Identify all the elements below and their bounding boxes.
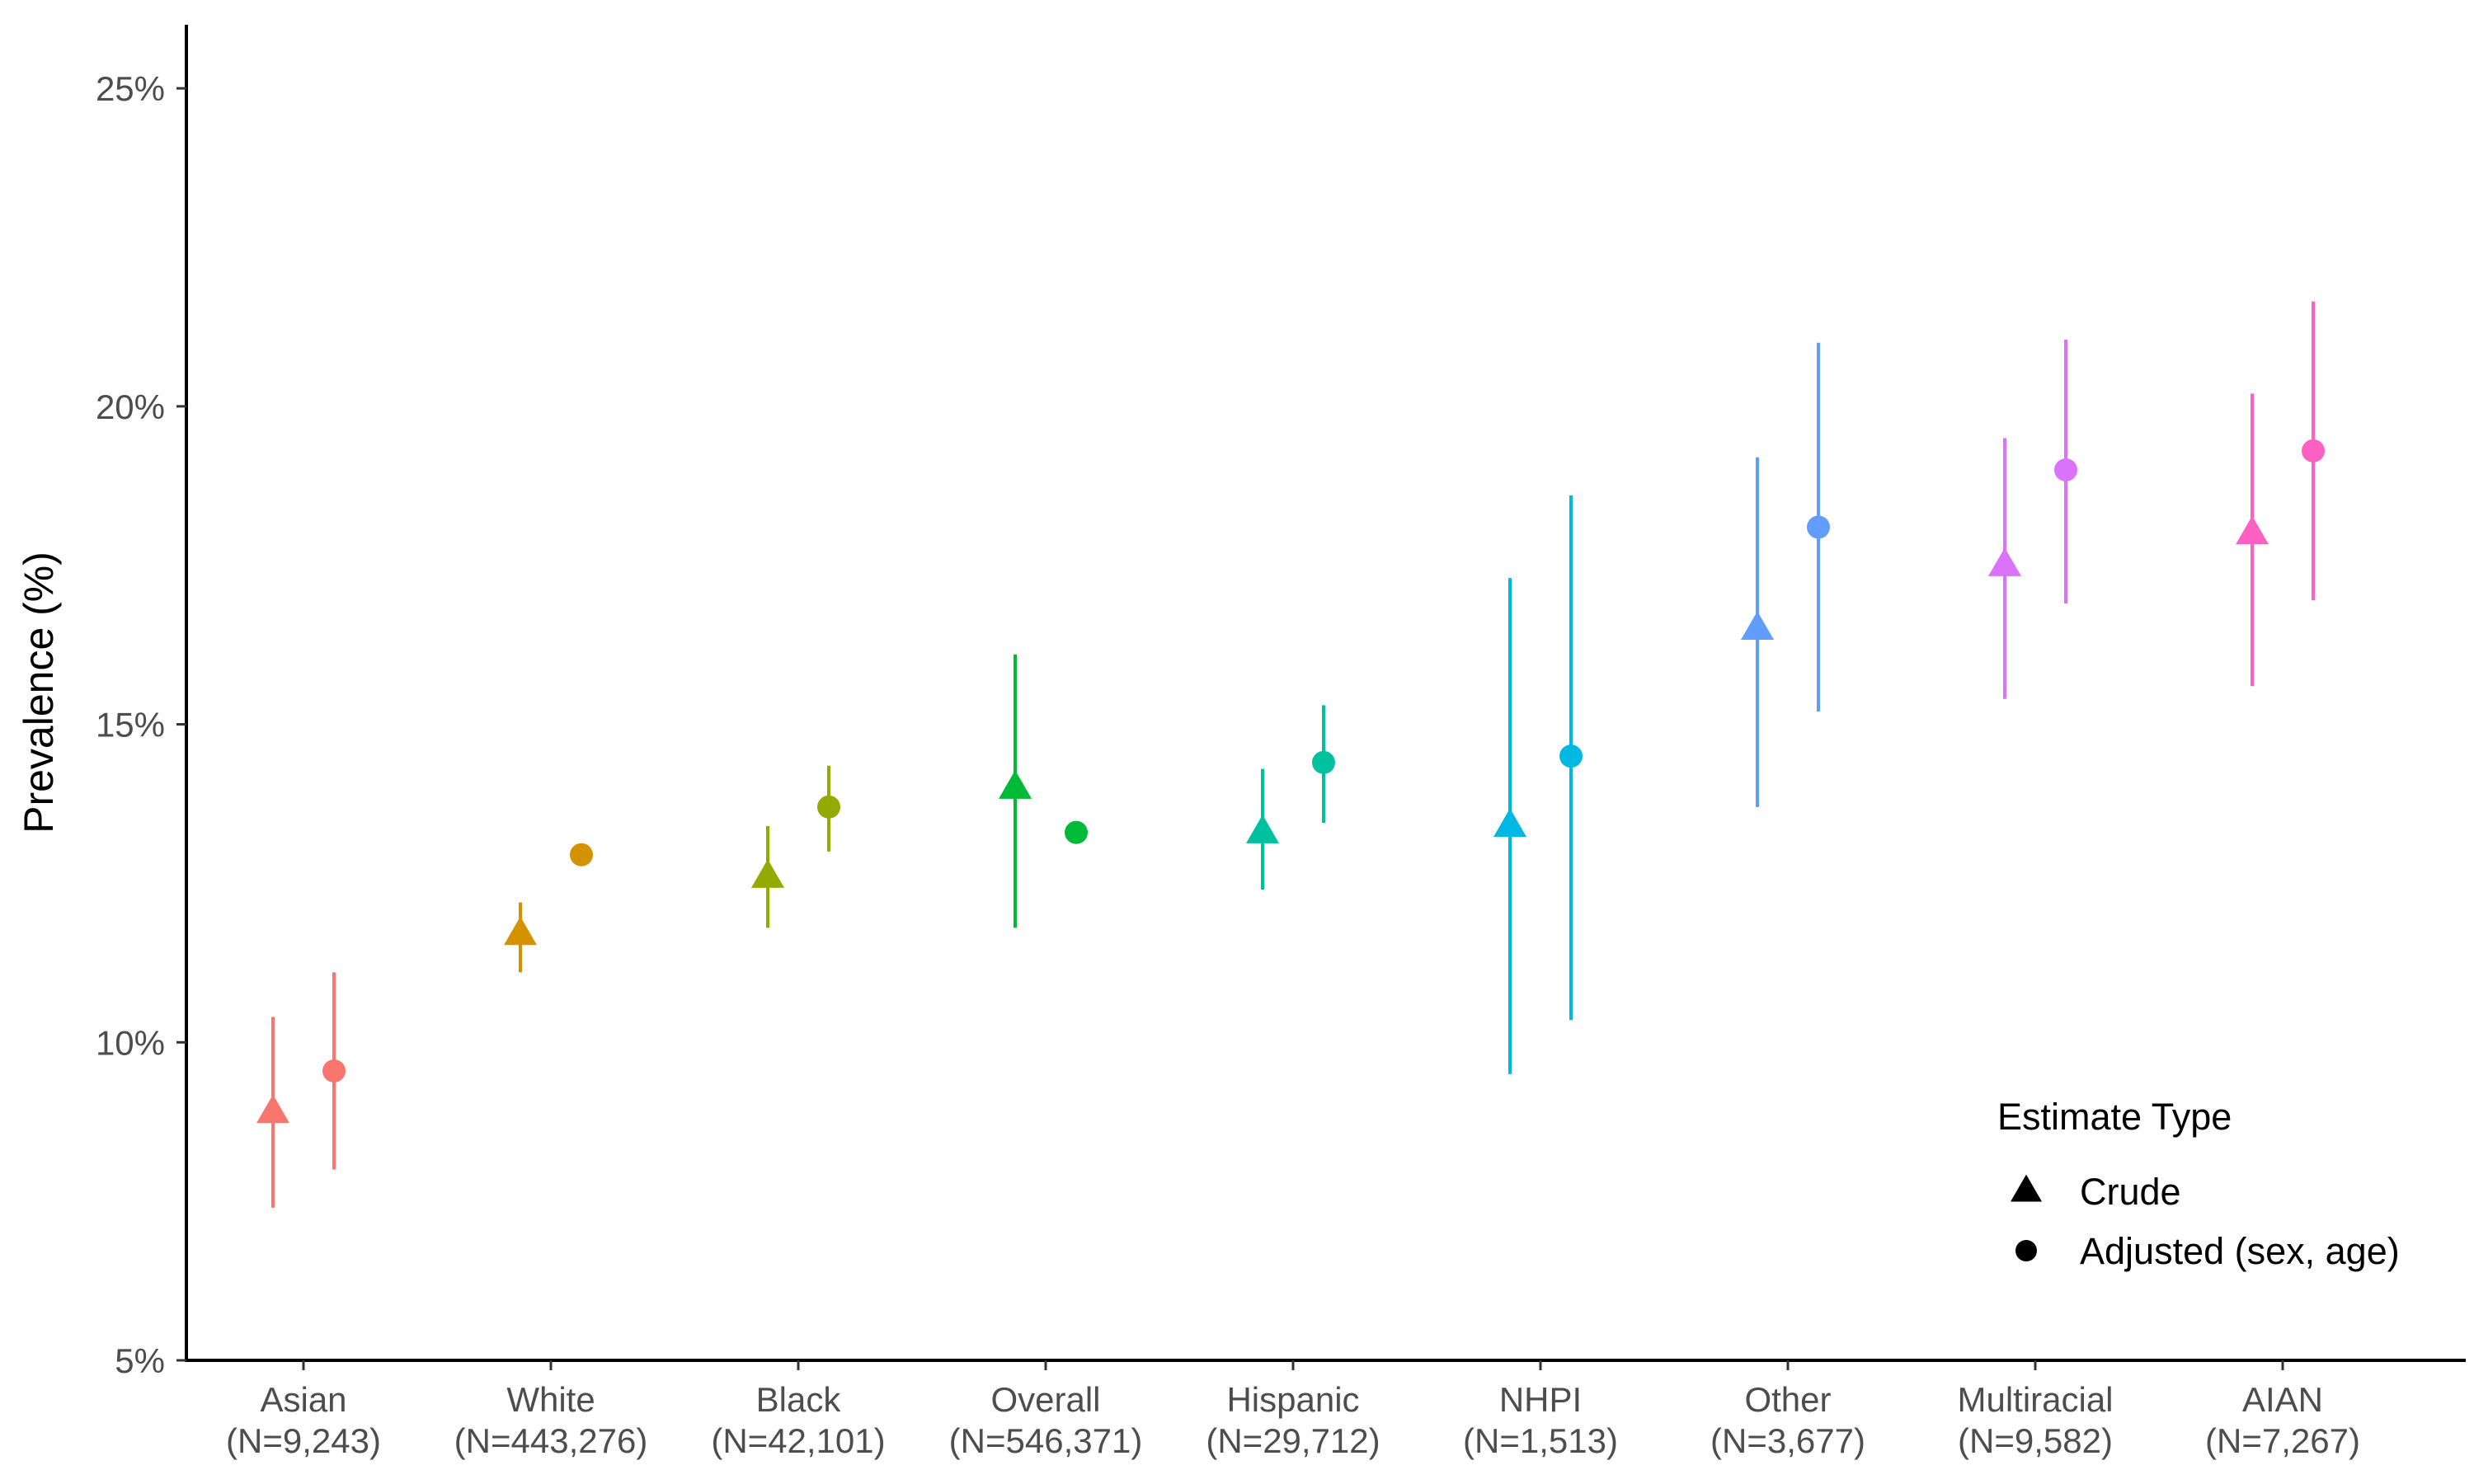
legend-triangle-icon	[2011, 1174, 2042, 1202]
point-crude-white	[504, 916, 537, 946]
point-crude-black	[751, 859, 784, 888]
x-axis-ticks: Asian(N=9,243) White(N=443,276) Black(N=42…	[226, 1360, 2360, 1460]
point-crude-asian	[256, 1094, 289, 1124]
x-tick-n-label: (N=443,276)	[454, 1421, 648, 1460]
point-adjusted-black	[817, 795, 840, 819]
x-tick-n-label: (N=29,712)	[1206, 1421, 1380, 1460]
point-adjusted-nhpi	[1559, 744, 1583, 768]
legend-title: Estimate Type	[1997, 1096, 2232, 1138]
y-axis-ticks: 5% 10% 15% 20% 25%	[96, 69, 186, 1380]
point-adjusted-hispanic	[1312, 750, 1335, 774]
point-adjusted-aian	[2302, 439, 2325, 463]
point-adjusted-white	[570, 843, 593, 866]
point-crude-nhpi	[1493, 808, 1526, 838]
x-tick-label: Other	[1744, 1380, 1831, 1419]
x-tick-n-label: (N=9,243)	[226, 1421, 381, 1460]
point-crude-hispanic	[1246, 815, 1279, 843]
y-tick-label: 10%	[96, 1023, 165, 1062]
point-crude-aian	[2236, 515, 2269, 545]
x-tick-n-label: (N=546,371)	[949, 1421, 1143, 1460]
x-tick-n-label: (N=7,267)	[2205, 1421, 2360, 1460]
point-crude-overall	[999, 770, 1032, 799]
x-tick-n-label: (N=42,101)	[711, 1421, 885, 1460]
point-crude-multiracial	[1988, 547, 2021, 576]
x-tick-label: Asian	[260, 1380, 346, 1419]
point-crude-other	[1741, 611, 1774, 641]
y-axis-title: Prevalence (%)	[16, 552, 62, 834]
x-tick-label: Hispanic	[1226, 1380, 1359, 1419]
y-tick-label: 5%	[115, 1341, 165, 1380]
x-tick-label: Black	[756, 1380, 842, 1419]
y-tick-label: 20%	[96, 387, 165, 426]
legend-label: Adjusted (sex, age)	[2080, 1230, 2400, 1272]
plot-area	[256, 301, 2325, 1208]
point-adjusted-multiracial	[2054, 458, 2077, 481]
point-adjusted-other	[1807, 515, 1830, 539]
y-tick-label: 15%	[96, 706, 165, 744]
y-tick-label: 25%	[96, 69, 165, 108]
x-tick-label: Overall	[990, 1380, 1100, 1419]
x-tick-n-label: (N=3,677)	[1710, 1421, 1865, 1460]
point-adjusted-overall	[1065, 820, 1088, 844]
point-adjusted-asian	[322, 1059, 346, 1082]
x-tick-label: NHPI	[1499, 1380, 1582, 1419]
x-tick-label: Multiracial	[1957, 1380, 2113, 1419]
x-tick-n-label: (N=9,582)	[1958, 1421, 2113, 1460]
legend-entries: Crude Adjusted (sex, age)	[2011, 1171, 2400, 1272]
legend-label: Crude	[2080, 1171, 2181, 1213]
legend: Estimate Type Crude Adjusted (sex, age)	[1997, 1096, 2400, 1272]
x-tick-n-label: (N=1,513)	[1463, 1421, 1618, 1460]
x-tick-label: White	[506, 1380, 595, 1419]
legend-circle-icon	[2015, 1240, 2037, 1261]
x-tick-label: AIAN	[2242, 1380, 2323, 1419]
